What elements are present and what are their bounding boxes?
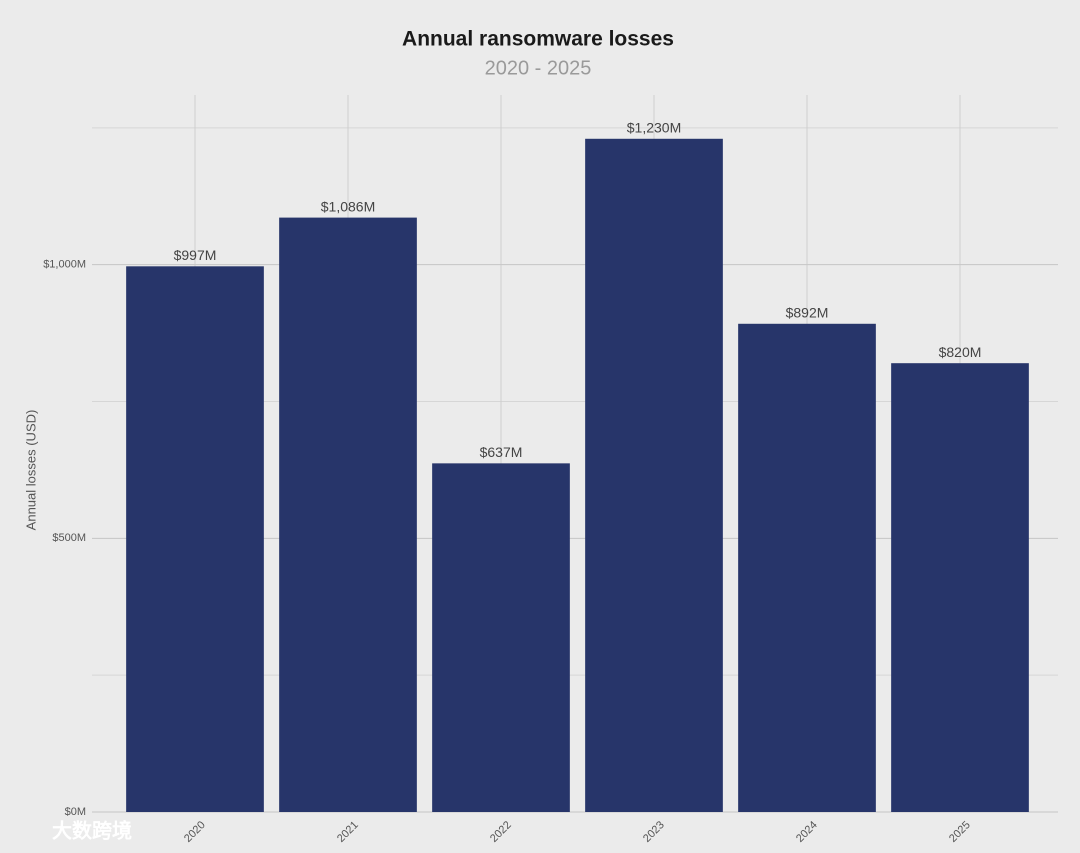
y-tick-label: $0M [65, 806, 86, 818]
value-label: $820M [939, 344, 982, 360]
value-label: $997M [174, 247, 217, 263]
value-label: $1,086M [321, 198, 375, 214]
y-tick-label: $500M [52, 532, 86, 544]
bar [738, 323, 876, 812]
bar [432, 463, 570, 812]
chart-title: Annual ransomware losses [402, 28, 674, 51]
watermark: 大数跨境 [52, 818, 132, 842]
value-label: $892M [786, 304, 829, 320]
y-axis-title: Annual losses (USD) [23, 410, 38, 531]
y-tick-label: $1,000M [43, 259, 86, 271]
value-label: $1,230M [627, 119, 681, 135]
chart-subtitle: 2020 - 2025 [485, 57, 592, 79]
bar [585, 138, 723, 812]
value-label: $637M [480, 444, 523, 460]
bar [126, 266, 264, 813]
bar [891, 363, 1029, 812]
bar [279, 217, 417, 812]
